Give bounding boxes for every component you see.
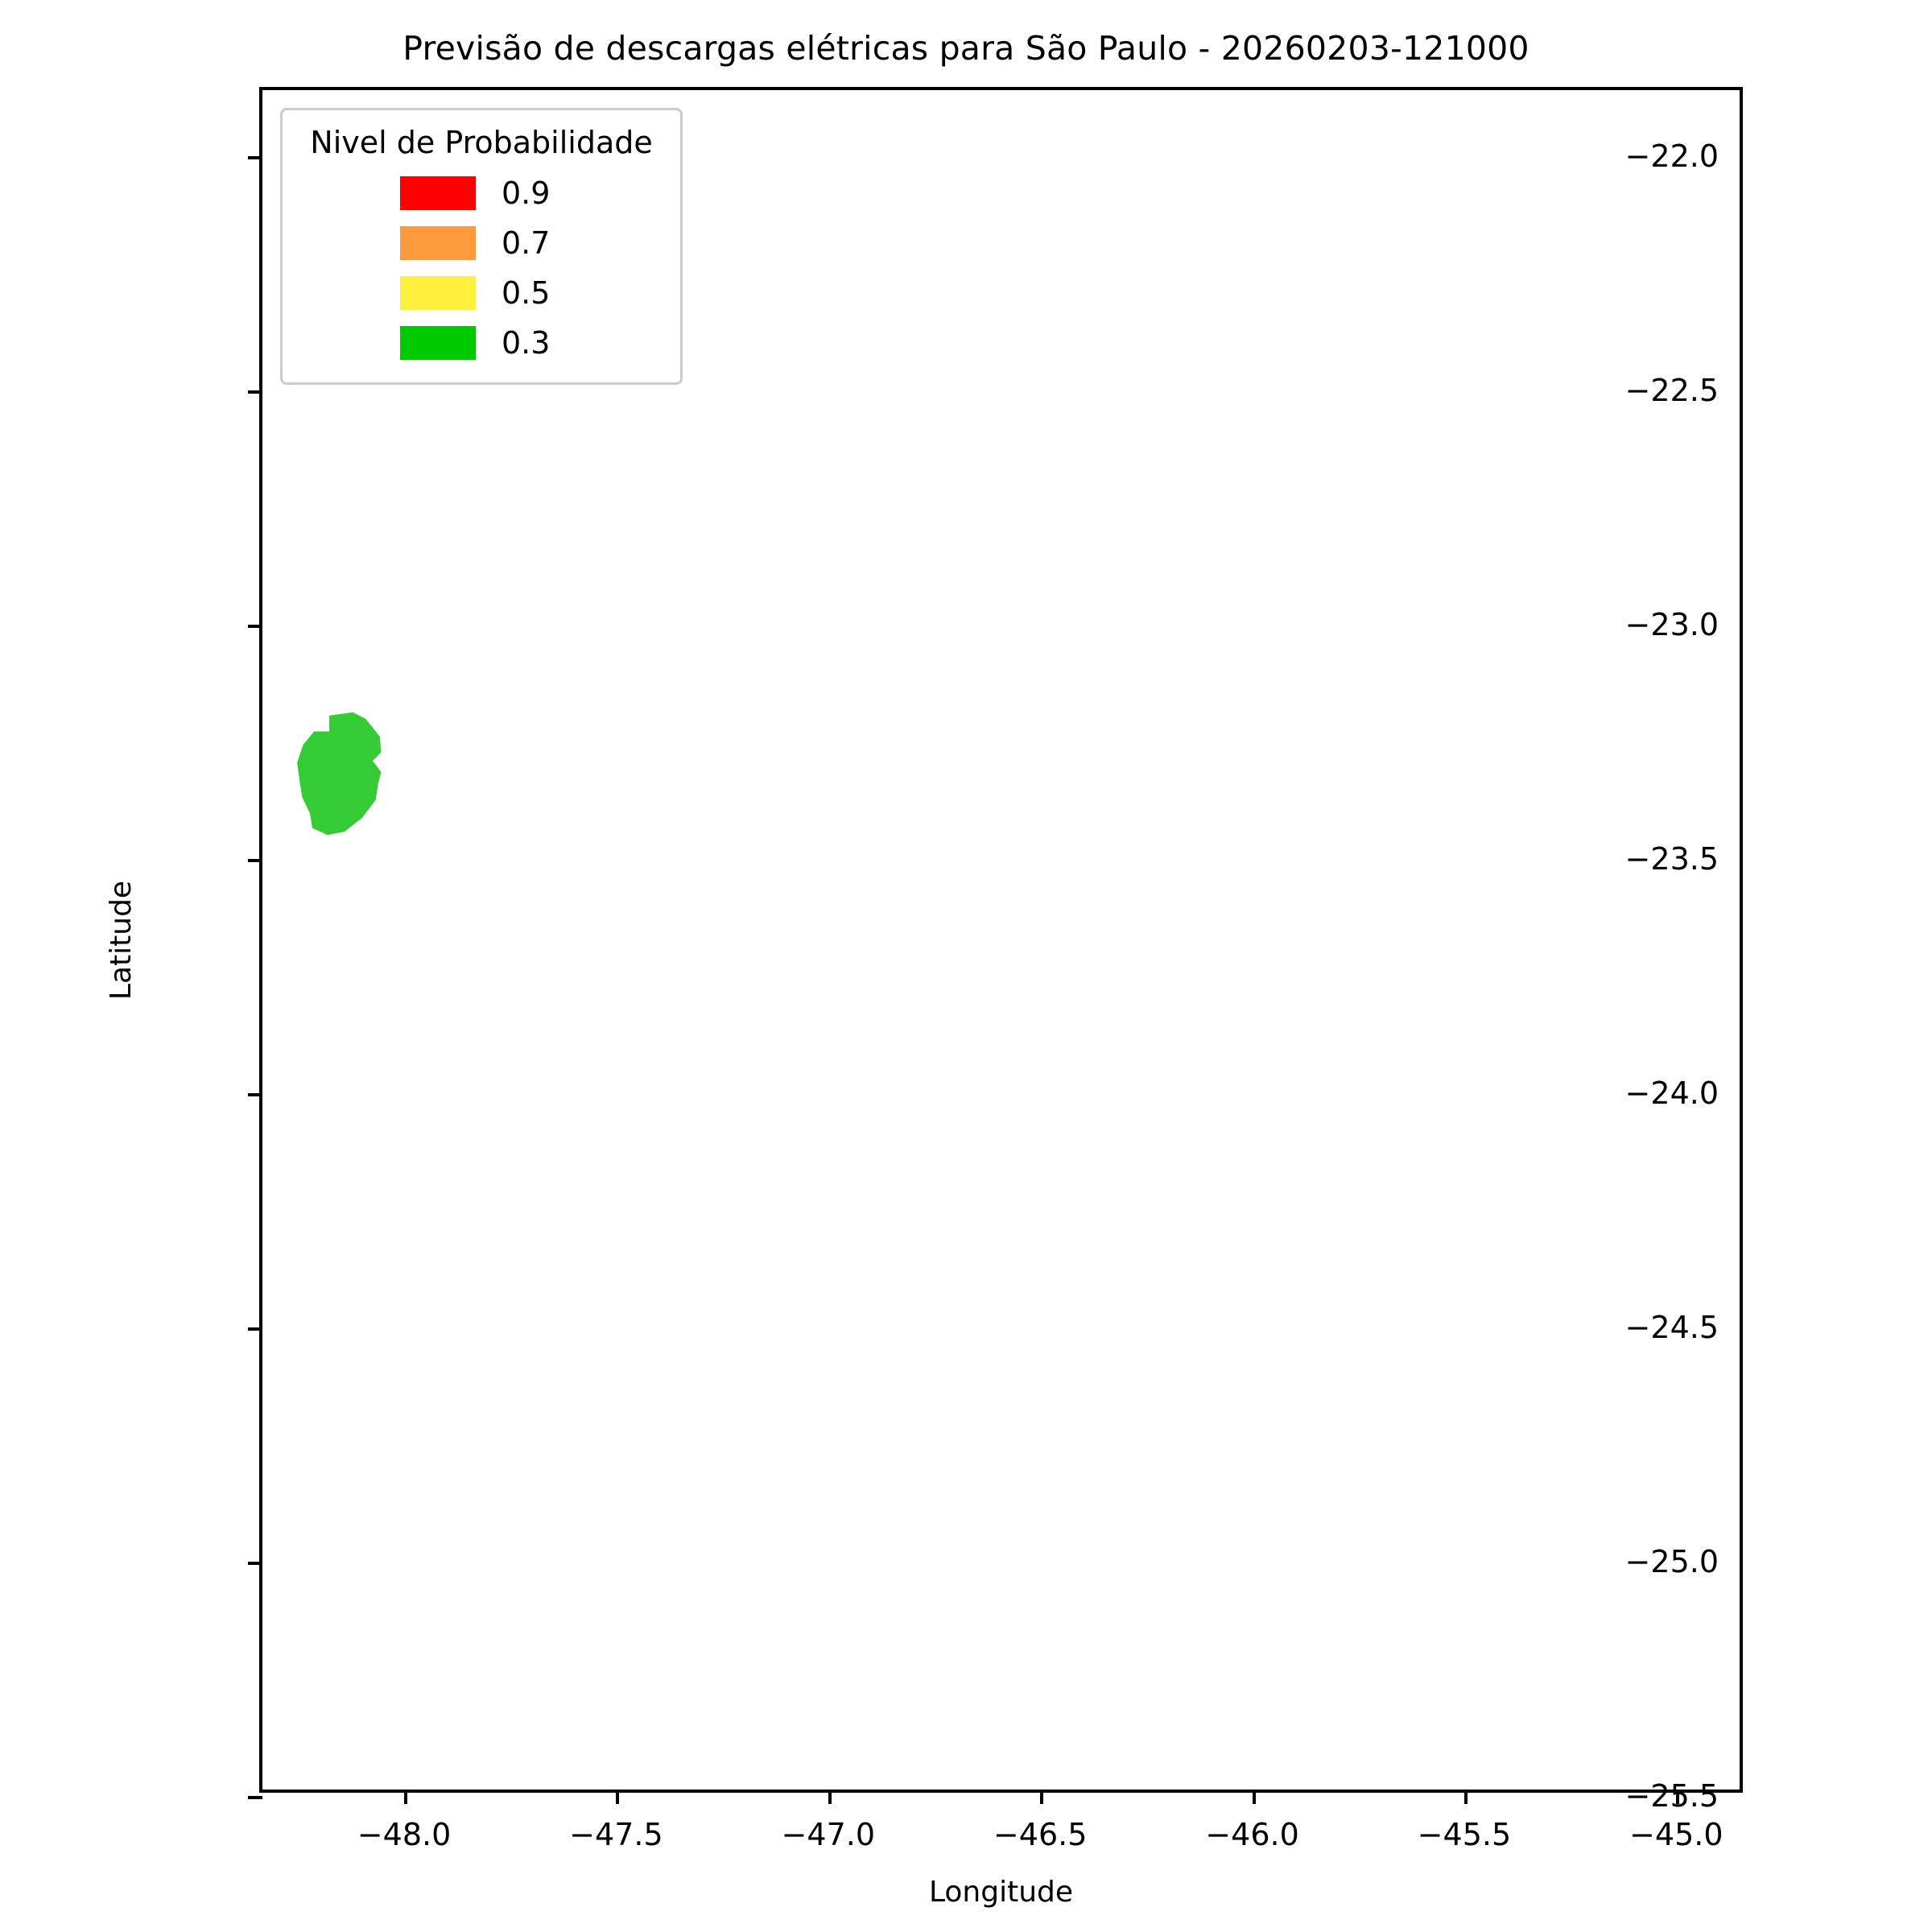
legend-item-label: 0.9 xyxy=(502,175,551,211)
contour-polygon xyxy=(297,712,382,836)
y-axis-label: Latitude xyxy=(105,880,138,1001)
x-axis-tick-mark xyxy=(828,1790,832,1804)
polygon-layer xyxy=(297,712,382,836)
x-axis-tick-label: −45.5 xyxy=(1417,1817,1512,1852)
legend-item[interactable]: 0.7 xyxy=(297,218,666,268)
legend-item-label: 0.3 xyxy=(502,325,551,361)
x-axis-tick-label: −47.0 xyxy=(781,1817,876,1852)
legend-title: Nivel de Probabilidade xyxy=(310,125,653,160)
x-axis-tick-mark xyxy=(1676,1790,1680,1804)
y-axis-tick-mark xyxy=(248,1796,262,1799)
plot-surface xyxy=(262,90,1740,1790)
legend-color-swatch xyxy=(400,176,476,210)
legend-entries: 0.9 0.7 0.5 0.3 xyxy=(297,168,666,368)
probability-contour-map xyxy=(297,712,382,836)
x-axis-tick-label: −46.0 xyxy=(1205,1817,1299,1852)
x-axis-tick-mark xyxy=(1463,1790,1468,1804)
y-axis-tick-mark xyxy=(248,1562,262,1565)
x-axis-tick-label: −47.5 xyxy=(569,1817,663,1852)
legend-color-swatch xyxy=(400,276,476,310)
y-axis-tick-label: −25.5 xyxy=(1624,1778,1719,1814)
x-axis-tick-mark xyxy=(404,1790,408,1804)
legend-item[interactable]: 0.3 xyxy=(297,318,666,368)
x-axis-tick-mark xyxy=(1040,1790,1044,1804)
legend-item[interactable]: 0.5 xyxy=(297,268,666,318)
y-axis-tick-mark xyxy=(248,156,262,159)
legend-item-label: 0.5 xyxy=(502,275,551,311)
x-axis-tick-label: −48.0 xyxy=(357,1817,452,1852)
legend-item[interactable]: 0.9 xyxy=(297,168,666,218)
y-axis-tick-label: −25.0 xyxy=(1624,1544,1719,1579)
y-axis-tick-label: −24.5 xyxy=(1624,1310,1719,1345)
y-axis-tick-label: −23.0 xyxy=(1624,607,1719,642)
x-axis-tick-label: −46.5 xyxy=(993,1817,1088,1852)
legend-color-swatch xyxy=(400,326,476,360)
y-axis-tick-label: −24.0 xyxy=(1624,1075,1719,1111)
y-axis-tick-label: −23.5 xyxy=(1624,841,1719,877)
y-axis-tick-label: −22.0 xyxy=(1624,138,1719,174)
y-axis-tick-mark xyxy=(248,1093,262,1096)
x-axis-tick-label: −45.0 xyxy=(1629,1817,1724,1852)
y-axis-tick-mark xyxy=(248,859,262,862)
y-axis-tick-mark xyxy=(248,390,262,394)
y-axis-tick-label: −22.5 xyxy=(1624,373,1719,408)
x-axis-label: Longitude xyxy=(928,1876,1074,1909)
y-axis-tick-mark xyxy=(248,1327,262,1331)
legend-color-swatch xyxy=(400,226,476,260)
x-axis-tick-mark xyxy=(616,1790,620,1804)
legend-box: Nivel de Probabilidade 0.9 0.7 0.5 0.3 xyxy=(280,108,683,385)
page-title: Previsão de descargas elétricas para São… xyxy=(402,29,1530,68)
x-axis-tick-mark xyxy=(1252,1790,1256,1804)
y-axis-tick-mark xyxy=(248,625,262,628)
legend-item-label: 0.7 xyxy=(502,225,551,261)
